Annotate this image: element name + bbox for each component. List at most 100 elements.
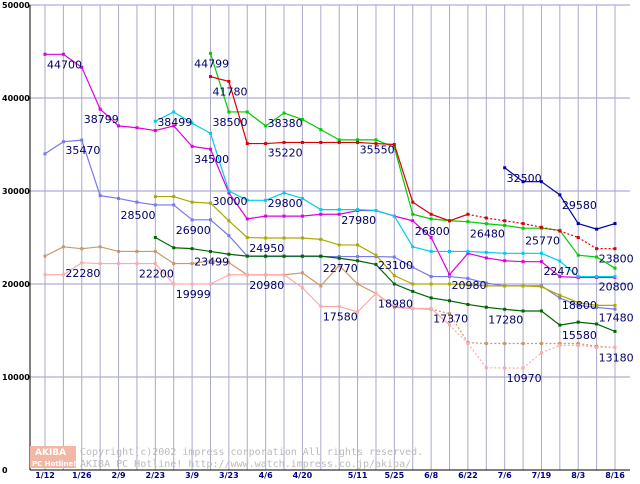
- data-point: [172, 203, 175, 206]
- data-point: [595, 275, 598, 278]
- data-point: [172, 262, 175, 265]
- data-point: [154, 250, 157, 253]
- x-tick-label: 5/11: [348, 471, 368, 480]
- data-point: [485, 342, 488, 345]
- data-point: [283, 255, 286, 258]
- data-point: [209, 283, 212, 286]
- data-point: [264, 142, 267, 145]
- data-point: [503, 224, 506, 227]
- data-point: [540, 309, 543, 312]
- series-segment: [155, 238, 173, 248]
- value-label: 22200: [139, 268, 174, 281]
- data-point: [117, 250, 120, 253]
- data-point: [522, 222, 525, 225]
- series-segment: [394, 216, 412, 247]
- series-segment: [486, 224, 504, 226]
- series-segment: [468, 304, 486, 307]
- data-point: [44, 152, 47, 155]
- data-point: [595, 247, 598, 250]
- series-segment: [468, 222, 486, 224]
- data-point: [62, 140, 65, 143]
- series-segment: [63, 140, 81, 142]
- data-point: [503, 308, 506, 311]
- data-point: [558, 344, 561, 347]
- data-point: [430, 217, 433, 220]
- data-point: [135, 201, 138, 204]
- data-point: [577, 344, 580, 347]
- data-point: [411, 219, 414, 222]
- x-tick-label: 3/23: [219, 471, 239, 480]
- value-label: 18800: [562, 299, 597, 312]
- series-segment: [468, 214, 486, 218]
- data-point: [595, 228, 598, 231]
- series-segment: [578, 224, 596, 230]
- series-segment: [505, 309, 523, 311]
- x-tick-label: 1/12: [35, 471, 55, 480]
- data-point: [301, 271, 304, 274]
- data-point: [209, 132, 212, 135]
- value-label: 23800: [599, 253, 634, 266]
- series-segment: [597, 307, 615, 309]
- data-point: [558, 193, 561, 196]
- series-segment: [82, 67, 100, 109]
- series-segment: [413, 291, 431, 298]
- series-segment: [358, 245, 376, 255]
- series-segment: [468, 251, 486, 252]
- series-segment: [210, 220, 228, 236]
- value-label: 19999: [176, 288, 211, 301]
- value-label: 13180: [599, 351, 634, 364]
- series-segment: [431, 238, 449, 275]
- series-segment: [450, 214, 468, 221]
- data-point: [62, 245, 65, 248]
- series-segment: [284, 273, 302, 275]
- x-tick-label: 2/23: [146, 471, 166, 480]
- data-point: [558, 324, 561, 327]
- series-segment: [284, 275, 302, 288]
- series-segment: [119, 126, 137, 128]
- data-point: [264, 215, 267, 218]
- data-point: [154, 262, 157, 265]
- data-point: [448, 275, 451, 278]
- series-segment: [394, 147, 412, 214]
- data-point: [338, 243, 341, 246]
- data-point: [80, 247, 83, 250]
- data-point: [614, 247, 617, 250]
- series-segment: [302, 288, 320, 307]
- y-tick-label: 50000: [2, 1, 30, 10]
- data-point: [154, 195, 157, 198]
- data-point: [301, 286, 304, 289]
- series-segment: [523, 353, 541, 368]
- copyright-watermark: AKIBA PC Hotline! Copyright(c)2002 impre…: [30, 446, 423, 470]
- value-label: 28500: [121, 209, 156, 222]
- data-point: [209, 218, 212, 221]
- value-label: 38380: [268, 117, 303, 130]
- series-segment: [229, 221, 247, 238]
- data-point: [485, 216, 488, 219]
- series-segment: [302, 198, 320, 209]
- series-segment: [431, 298, 449, 301]
- data-point: [135, 126, 138, 129]
- data-point: [356, 283, 359, 286]
- data-point: [503, 219, 506, 222]
- data-point: [448, 299, 451, 302]
- series-segment: [321, 130, 339, 140]
- data-point: [227, 219, 230, 222]
- data-point: [485, 306, 488, 309]
- series-segment: [339, 258, 357, 261]
- data-point: [503, 366, 506, 369]
- x-tick-label: 4/6: [259, 471, 273, 480]
- data-point: [540, 351, 543, 354]
- value-label: 22470: [543, 265, 578, 278]
- series-segment: [394, 276, 412, 284]
- data-point: [540, 260, 543, 263]
- data-point: [374, 209, 377, 212]
- data-point: [503, 166, 506, 169]
- data-point: [393, 274, 396, 277]
- data-point: [522, 366, 525, 369]
- data-point: [577, 236, 580, 239]
- data-point: [614, 330, 617, 333]
- series-segment: [358, 261, 376, 265]
- x-tick-label: 2/9: [112, 471, 126, 480]
- data-point: [319, 255, 322, 258]
